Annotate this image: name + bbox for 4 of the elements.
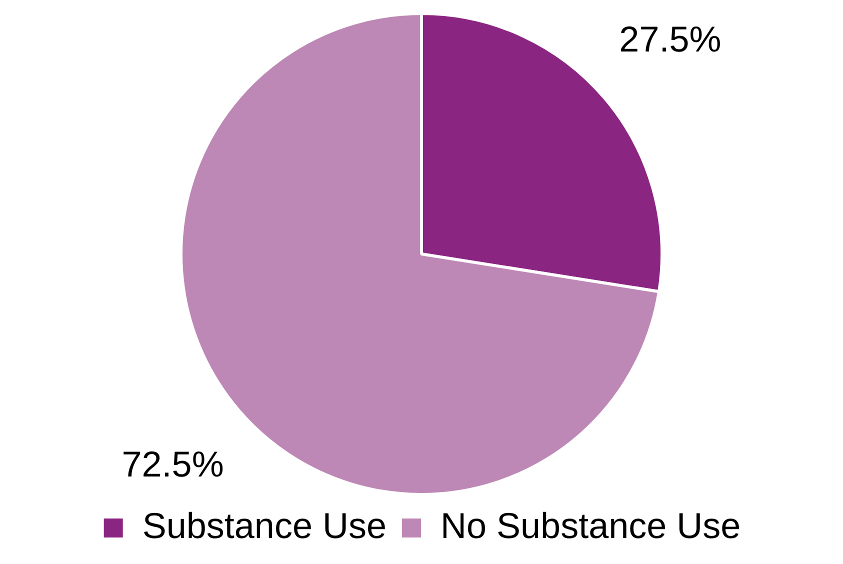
legend-label: No Substance Use: [440, 504, 741, 546]
legend-label: Substance Use: [142, 504, 387, 546]
data-label: 27.5%: [619, 18, 722, 60]
data-label: 72.5%: [122, 443, 224, 484]
